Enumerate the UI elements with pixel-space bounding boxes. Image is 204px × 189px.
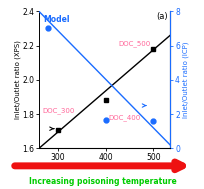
Text: DOC_300: DOC_300 [43, 107, 75, 114]
Text: Increasing poisoning temperature: Increasing poisoning temperature [29, 177, 175, 186]
Text: DOC_400: DOC_400 [108, 114, 140, 121]
Text: DOC_500: DOC_500 [118, 41, 150, 47]
Text: Model: Model [43, 15, 70, 24]
Y-axis label: Inlet/Outlet ratio (XPS): Inlet/Outlet ratio (XPS) [14, 40, 21, 119]
Y-axis label: Inlet/Outlet ratio (ICP): Inlet/Outlet ratio (ICP) [182, 42, 188, 118]
Text: (a): (a) [155, 12, 167, 21]
